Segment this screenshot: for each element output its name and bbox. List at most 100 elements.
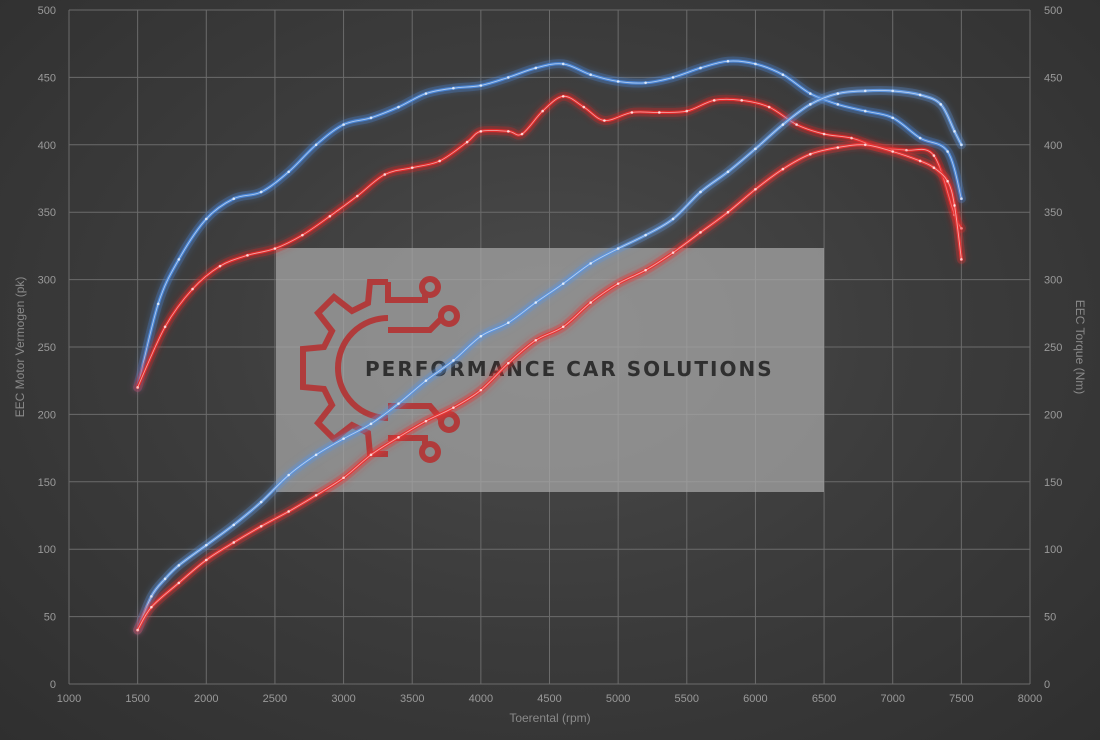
data-point: [287, 170, 290, 174]
y-right-tick-label: 400: [1044, 140, 1062, 152]
y-left-tick-label: 50: [44, 612, 56, 624]
data-point: [953, 130, 956, 133]
x-tick-label: 2500: [263, 693, 287, 705]
data-point: [671, 217, 675, 221]
data-point: [534, 338, 538, 342]
x-tick-label: 4500: [537, 693, 561, 705]
data-point: [520, 132, 524, 136]
y-right-tick-label: 500: [1044, 5, 1062, 17]
data-point: [287, 510, 290, 513]
data-point: [479, 130, 483, 133]
data-point: [932, 154, 936, 157]
torque-tuned-line-highlight: [137, 144, 962, 631]
data-point: [177, 258, 181, 261]
data-point: [410, 166, 414, 170]
grid: [68, 9, 1031, 685]
data-point: [671, 251, 675, 254]
data-point: [163, 577, 167, 581]
data-point: [644, 268, 647, 272]
data-point: [150, 595, 153, 598]
data-point: [850, 136, 853, 140]
y-left-tick-label: 300: [38, 275, 56, 287]
data-point: [541, 109, 544, 113]
data-point: [863, 109, 867, 113]
axis-ticks: 1000 1500 2000 2500 3000 3500 4000 4500 5000 5500…: [38, 5, 1063, 705]
data-point: [699, 66, 702, 70]
data-point: [328, 214, 332, 218]
data-point: [630, 111, 634, 114]
data-point: [616, 247, 620, 250]
data-point: [163, 325, 167, 329]
x-tick-label: 4000: [469, 693, 493, 705]
data-point: [342, 476, 345, 480]
data-point: [507, 76, 510, 79]
data-point: [507, 321, 510, 325]
y-right-tick-label: 350: [1044, 207, 1062, 219]
x-tick-label: 7500: [949, 693, 973, 705]
data-point: [204, 543, 208, 547]
y-right-tick-label: 450: [1044, 72, 1062, 84]
data-point: [369, 422, 373, 426]
data-point: [150, 605, 153, 609]
data-point: [397, 436, 400, 439]
y-left-tick-label: 150: [38, 477, 56, 489]
data-point: [452, 86, 455, 90]
data-point: [424, 379, 428, 383]
data-point: [754, 187, 757, 191]
x-tick-label: 6500: [812, 693, 836, 705]
data-point: [946, 179, 949, 183]
data-point: [891, 89, 895, 93]
data-point: [465, 140, 469, 144]
data-point: [479, 84, 483, 87]
data-point: [960, 197, 963, 201]
data-point: [809, 152, 812, 156]
x-tick-label: 1000: [57, 693, 81, 705]
data-point: [644, 233, 647, 237]
x-tick-label: 2000: [194, 693, 218, 705]
y-left-tick-label: 450: [38, 72, 56, 84]
data-point: [204, 558, 208, 562]
data-point: [561, 62, 565, 66]
data-point: [232, 541, 236, 544]
y-left-tick-label: 500: [38, 5, 56, 17]
data-point: [960, 258, 963, 261]
y-axis-left-title: EEC Motor Vermogen (pk): [13, 277, 27, 418]
data-point: [918, 93, 922, 97]
data-point: [259, 500, 263, 504]
y-right-tick-label: 100: [1044, 544, 1062, 556]
data-point: [589, 301, 592, 304]
data-point: [259, 190, 263, 194]
data-point: [314, 493, 318, 497]
x-tick-label: 8000: [1018, 693, 1042, 705]
data-point: [658, 111, 661, 114]
power-tuned-line-highlight: [137, 95, 962, 388]
data-point: [905, 148, 908, 152]
torque-stock-line-highlight: [137, 90, 962, 631]
x-tick-label: 3500: [400, 693, 424, 705]
data-point: [438, 159, 441, 163]
data-point: [356, 194, 359, 198]
data-point: [616, 80, 620, 83]
data-point: [836, 146, 840, 149]
data-point: [259, 524, 263, 528]
data-point: [822, 132, 826, 136]
data-point: [891, 116, 895, 120]
x-tick-label: 3000: [331, 693, 355, 705]
watermark: PERFORMANCE CAR SOLUTIONS: [276, 248, 824, 492]
y-left-tick-label: 350: [38, 207, 56, 219]
data-point: [507, 361, 510, 365]
data-point: [603, 119, 606, 122]
y-right-tick-label: 50: [1044, 612, 1056, 624]
data-point: [616, 282, 620, 285]
data-point: [383, 173, 387, 176]
data-point: [918, 136, 922, 140]
x-tick-label: 6000: [743, 693, 767, 705]
data-point: [726, 170, 730, 174]
data-point: [177, 581, 181, 585]
data-point: [863, 143, 867, 147]
data-point: [767, 105, 771, 109]
y-right-tick-label: 150: [1044, 477, 1062, 489]
y-left-tick-label: 0: [50, 679, 56, 691]
y-right-tick-label: 300: [1044, 275, 1062, 287]
